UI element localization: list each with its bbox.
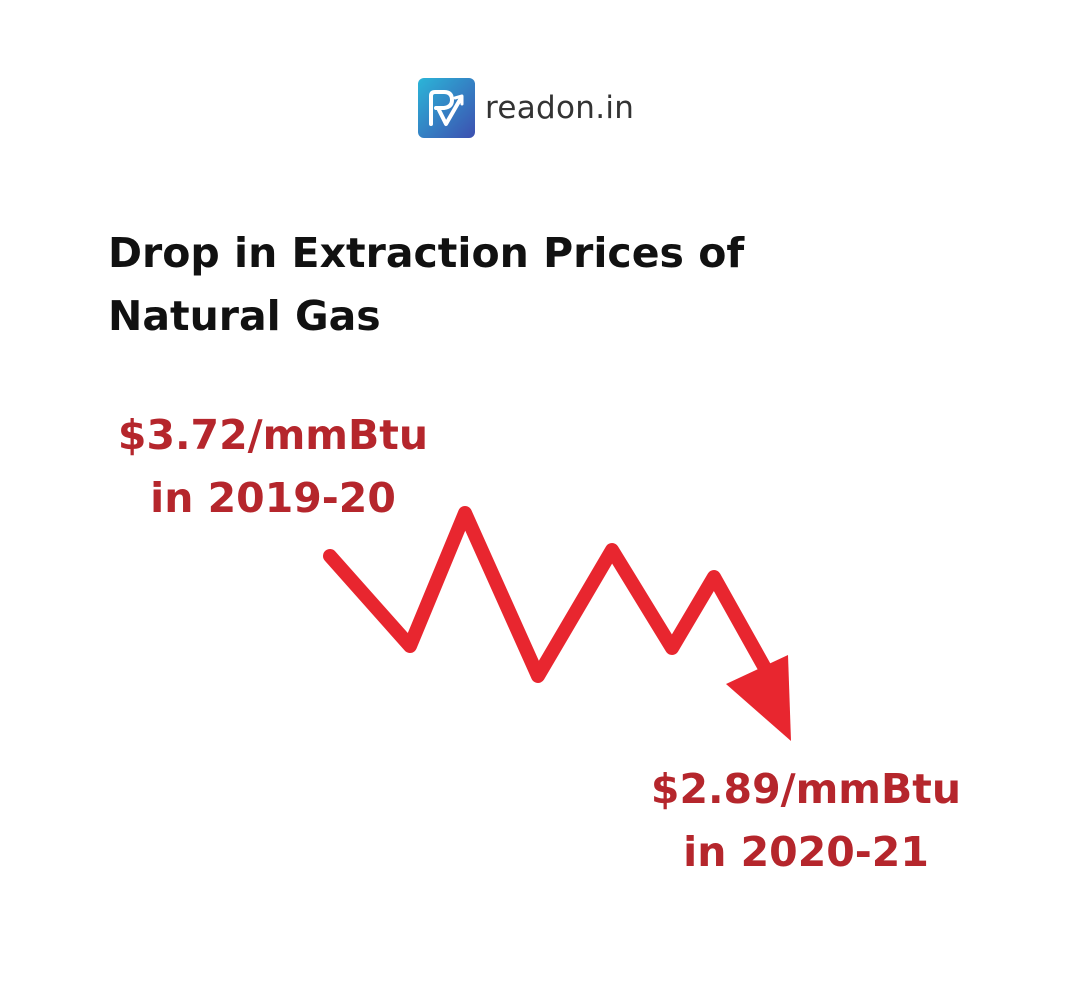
start-price-period: in 2019-20: [150, 474, 396, 522]
trend-zigzag-line: [323, 506, 773, 683]
brand-name: readon.in: [485, 89, 635, 126]
page-title: Drop in Extraction Prices of Natural Gas: [108, 229, 745, 340]
readon-logo-icon: [418, 78, 475, 138]
start-price-label: $3.72/mmBtu in 2019-20: [100, 404, 446, 530]
end-price-value: $2.89/mmBtu: [650, 765, 962, 813]
downward-trend-arrow-icon: [323, 506, 791, 741]
start-price-value: $3.72/mmBtu: [117, 411, 429, 459]
trend-arrowhead: [726, 655, 791, 741]
end-price-label: $2.89/mmBtu in 2020-21: [632, 758, 980, 884]
end-price-period: in 2020-21: [683, 828, 929, 876]
brand-header: readon.in: [418, 78, 634, 138]
